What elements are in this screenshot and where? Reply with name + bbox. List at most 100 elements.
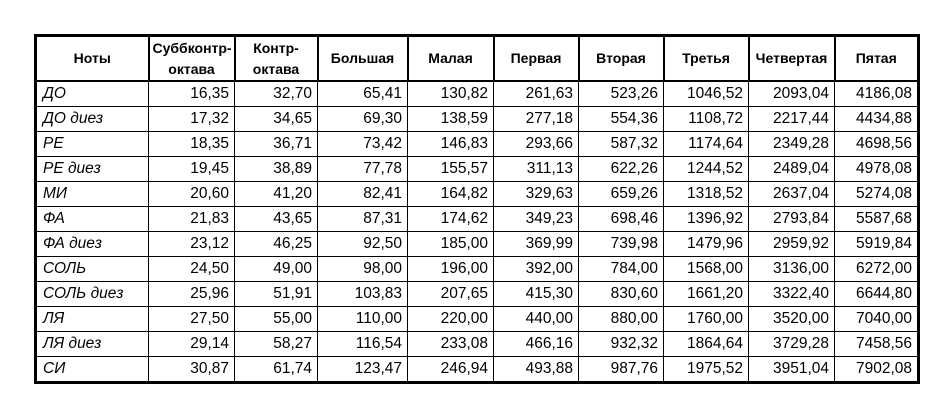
frequency-value-cell: 46,25 — [234, 231, 318, 257]
frequency-value-cell: 23,12 — [148, 231, 235, 257]
frequency-value-cell: 51,91 — [234, 281, 318, 307]
frequency-value-cell: 20,60 — [148, 181, 235, 207]
frequency-value-cell: 784,00 — [578, 256, 664, 282]
frequency-value-cell: 87,31 — [317, 206, 408, 232]
frequency-value-cell: 392,00 — [493, 256, 579, 282]
frequency-value-cell: 58,27 — [234, 331, 318, 357]
frequency-value-cell: 233,08 — [407, 331, 494, 357]
frequency-value-cell: 4698,56 — [834, 131, 919, 157]
frequency-value-cell: 116,54 — [317, 331, 408, 357]
table-row: СИ 30,87 61,74 123,47 246,94 493,88 987,76 1975… — [35, 356, 919, 383]
frequency-value-cell: 6644,80 — [834, 281, 919, 307]
frequency-value-cell: 6272,00 — [834, 256, 919, 282]
column-header-contra-octave: Контр-октава — [233, 34, 319, 82]
frequency-value-cell: 4434,88 — [834, 106, 919, 132]
column-header-first-octave: Первая — [492, 34, 580, 82]
frequency-value-cell: 830,60 — [578, 281, 664, 307]
frequency-value-cell: 1108,72 — [663, 106, 749, 132]
frequency-value-cell: 30,87 — [148, 356, 235, 383]
frequency-value-cell: 1046,52 — [663, 80, 749, 107]
table-row: РЕ 18,35 36,71 73,42 146,83 293,66 587,32 1174,… — [35, 131, 919, 157]
frequency-value-cell: 1864,64 — [663, 331, 749, 357]
frequency-value-cell: 1396,92 — [663, 206, 749, 232]
frequency-value-cell: 55,00 — [234, 306, 318, 332]
frequency-value-cell: 19,45 — [148, 156, 235, 182]
column-header-great-octave: Большая — [316, 34, 409, 82]
frequency-value-cell: 24,50 — [148, 256, 235, 282]
column-header-fourth-octave: Четвертая — [747, 34, 836, 82]
frequency-value-cell: 18,35 — [148, 131, 235, 157]
frequency-value-cell: 554,36 — [578, 106, 664, 132]
frequency-value-cell: 207,65 — [407, 281, 494, 307]
frequency-value-cell: 38,89 — [234, 156, 318, 182]
frequency-value-cell: 65,41 — [317, 80, 408, 107]
table-row: СОЛЬ 24,50 49,00 98,00 196,00 392,00 784,00 156… — [35, 256, 919, 282]
note-name-cell: СОЛЬ — [35, 256, 149, 282]
frequency-value-cell: 2959,92 — [748, 231, 835, 257]
table-row: СОЛЬ диез 25,96 51,91 103,83 207,65 415,30 830… — [35, 281, 919, 307]
frequency-value-cell: 61,74 — [234, 356, 318, 383]
frequency-value-cell: 155,57 — [407, 156, 494, 182]
frequency-value-cell: 493,88 — [493, 356, 579, 383]
note-name-cell: РЕ диез — [35, 156, 149, 182]
note-frequency-table: Ноты Суббконтр-октава Контр-октава Больш… — [34, 34, 920, 384]
note-name-cell: ФА — [35, 206, 149, 232]
column-header-second-octave: Вторая — [577, 34, 665, 82]
frequency-value-cell: 466,16 — [493, 331, 579, 357]
frequency-value-cell: 2489,04 — [748, 156, 835, 182]
frequency-value-cell: 349,23 — [493, 206, 579, 232]
frequency-value-cell: 739,98 — [578, 231, 664, 257]
frequency-value-cell: 3322,40 — [748, 281, 835, 307]
frequency-value-cell: 146,83 — [407, 131, 494, 157]
frequency-value-cell: 25,96 — [148, 281, 235, 307]
table-row: ФА диез 23,12 46,25 92,50 185,00 369,99 739,98… — [35, 231, 919, 257]
frequency-value-cell: 2093,04 — [748, 80, 835, 107]
frequency-value-cell: 103,83 — [317, 281, 408, 307]
frequency-value-cell: 32,70 — [234, 80, 318, 107]
frequency-value-cell: 523,26 — [578, 80, 664, 107]
frequency-value-cell: 1661,20 — [663, 281, 749, 307]
frequency-value-cell: 21,83 — [148, 206, 235, 232]
frequency-value-cell: 5919,84 — [834, 231, 919, 257]
frequency-value-cell: 2637,04 — [748, 181, 835, 207]
frequency-value-cell: 880,00 — [578, 306, 664, 332]
frequency-value-cell: 130,82 — [407, 80, 494, 107]
frequency-value-cell: 1479,96 — [663, 231, 749, 257]
frequency-value-cell: 27,50 — [148, 306, 235, 332]
frequency-value-cell: 1244,52 — [663, 156, 749, 182]
frequency-value-cell: 1174,64 — [663, 131, 749, 157]
frequency-value-cell: 7040,00 — [834, 306, 919, 332]
frequency-value-cell: 1975,52 — [663, 356, 749, 383]
note-name-cell: ЛЯ диез — [35, 331, 149, 357]
frequency-value-cell: 4186,08 — [834, 80, 919, 107]
frequency-value-cell: 196,00 — [407, 256, 494, 282]
frequency-value-cell: 69,30 — [317, 106, 408, 132]
table-row: ФА 21,83 43,65 87,31 174,62 349,23 698,46 1396,… — [35, 206, 919, 232]
frequency-value-cell: 2793,84 — [748, 206, 835, 232]
frequency-value-cell: 1568,00 — [663, 256, 749, 282]
frequency-value-cell: 293,66 — [493, 131, 579, 157]
frequency-value-cell: 7458,56 — [834, 331, 919, 357]
frequency-value-cell: 261,63 — [493, 80, 579, 107]
frequency-value-cell: 17,32 — [148, 106, 235, 132]
column-header-notes: Ноты — [34, 34, 150, 82]
note-name-cell: МИ — [35, 181, 149, 207]
frequency-value-cell: 3520,00 — [748, 306, 835, 332]
frequency-value-cell: 77,78 — [317, 156, 408, 182]
note-name-cell: ДО — [35, 80, 149, 107]
frequency-value-cell: 987,76 — [578, 356, 664, 383]
frequency-value-cell: 185,00 — [407, 231, 494, 257]
frequency-value-cell: 246,94 — [407, 356, 494, 383]
frequency-value-cell: 1318,52 — [663, 181, 749, 207]
frequency-value-cell: 3136,00 — [748, 256, 835, 282]
frequency-value-cell: 2349,28 — [748, 131, 835, 157]
frequency-value-cell: 3729,28 — [748, 331, 835, 357]
frequency-value-cell: 587,32 — [578, 131, 664, 157]
frequency-value-cell: 164,82 — [407, 181, 494, 207]
note-name-cell: СИ — [35, 356, 149, 383]
frequency-value-cell: 329,63 — [493, 181, 579, 207]
frequency-value-cell: 369,99 — [493, 231, 579, 257]
table-row: ЛЯ диез 29,14 58,27 116,54 233,08 466,16 932,3… — [35, 331, 919, 357]
note-name-cell: СОЛЬ диез — [35, 281, 149, 307]
